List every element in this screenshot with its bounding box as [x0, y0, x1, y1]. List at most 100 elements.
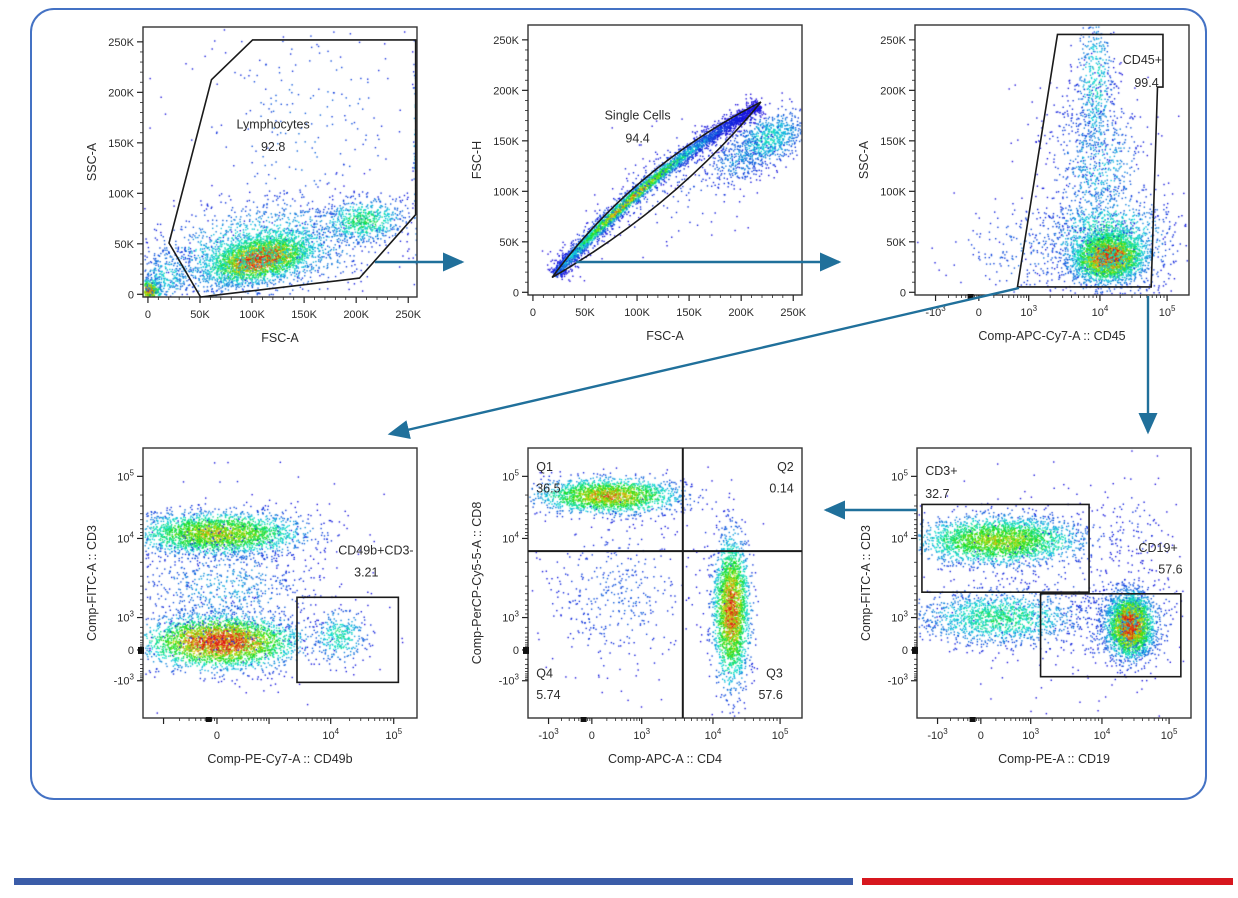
- x-tick-label: 104: [322, 727, 339, 742]
- x-tick-label: 250K: [780, 307, 806, 319]
- plot-cd45-frame: [914, 24, 1190, 296]
- plot-lymphocytes-frame: [142, 26, 418, 298]
- gate-percent: 3.21: [354, 565, 378, 579]
- y-tick-label: -103: [499, 673, 520, 688]
- x-tick-label: 105: [1161, 727, 1178, 742]
- x-tick-label: -103: [925, 304, 946, 319]
- gate-percent: 92.8: [261, 140, 285, 154]
- plot-cd19-frame: [916, 447, 1192, 719]
- gate-percent: 94.4: [625, 131, 649, 145]
- quadrant-label: Q1: [536, 460, 553, 474]
- x-tick-label: 104: [705, 727, 722, 742]
- plot-cd49b-frame: [142, 447, 418, 719]
- y-tick-label: 0: [513, 645, 519, 657]
- x-axis-title: Comp-APC-Cy7-A :: CD45: [978, 329, 1125, 343]
- x-tick-label: 0: [589, 730, 595, 742]
- x-axis-title: FSC-A: [261, 331, 299, 345]
- gate-label: CD45+: [1123, 53, 1162, 67]
- x-tick-label: 150K: [291, 309, 317, 321]
- y-axis-title: Comp-PerCP-Cy5-5-A :: CD8: [470, 502, 484, 665]
- y-tick-label: 0: [513, 287, 519, 299]
- y-axis-title: FSC-H: [470, 141, 484, 179]
- gate-label: CD19+: [1138, 541, 1177, 555]
- axis-pileup-marker: [205, 717, 212, 722]
- axis-pileup-marker: [967, 294, 974, 299]
- plot-cd4-cd8-frame: [527, 447, 803, 719]
- gate-percent: 99.4: [1134, 76, 1158, 90]
- plot-lymphocytes-points: [143, 27, 417, 297]
- y-tick-label: 0: [902, 645, 908, 657]
- axis-pileup-marker: [969, 717, 976, 722]
- x-tick-label: 0: [214, 730, 220, 742]
- gate-CD3-: [921, 503, 1090, 593]
- x-tick-label: -103: [927, 727, 948, 742]
- plot-cd4-cd8-points: [528, 448, 802, 718]
- gate-label: Lymphocytes: [237, 117, 310, 131]
- gate-Lymphocytes: [168, 39, 417, 298]
- y-tick-label: 250K: [108, 37, 134, 49]
- y-tick-label: 0: [128, 289, 134, 301]
- x-tick-label: 50K: [190, 309, 210, 321]
- x-tick-label: 100K: [239, 309, 265, 321]
- y-tick-label: 0: [128, 645, 134, 657]
- gate-label: CD3+: [925, 464, 957, 478]
- y-tick-label: 103: [891, 610, 908, 625]
- y-tick-label: 200K: [880, 85, 906, 97]
- plot-cd4-cd8: -103 0 103 104 105 105 104 103 0 -103 Comp-APC-A :…: [470, 447, 803, 766]
- x-tick-label: 150K: [676, 307, 702, 319]
- axis-pileup-marker: [138, 646, 144, 654]
- y-tick-label: 103: [117, 610, 134, 625]
- y-tick-label: 250K: [880, 35, 906, 47]
- x-axis-title: Comp-PE-Cy7-A :: CD49b: [207, 752, 352, 766]
- quadrant-percent: 5.74: [536, 688, 560, 702]
- x-tick-label: 200K: [343, 309, 369, 321]
- x-tick-label: 50K: [575, 307, 595, 319]
- gate-single-cells: [551, 101, 762, 279]
- y-axis-title: SSC-A: [85, 142, 99, 181]
- x-tick-label: 0: [978, 730, 984, 742]
- y-tick-label: 200K: [108, 87, 134, 99]
- x-axis-title: Comp-APC-A :: CD4: [608, 752, 722, 766]
- x-tick-label: 250K: [395, 309, 421, 321]
- quadrant-label: Q2: [777, 460, 794, 474]
- y-tick-label: 50K: [886, 237, 906, 249]
- y-axis-title: Comp-FITC-A :: CD3: [85, 525, 99, 641]
- y-tick-label: 50K: [114, 239, 134, 251]
- x-tick-label: 100K: [624, 307, 650, 319]
- y-tick-label: 103: [502, 610, 519, 625]
- y-tick-label: 100K: [108, 188, 134, 200]
- x-tick-label: 103: [633, 727, 650, 742]
- y-tick-label: 104: [502, 530, 519, 545]
- plot-cd45: -103 0 103 104 105 250K 200K 150K 100K 50K 0 Comp-A…: [857, 24, 1190, 343]
- footer-bar-red: [862, 878, 1233, 885]
- y-tick-label: 104: [891, 530, 908, 545]
- y-tick-label: 150K: [880, 136, 906, 148]
- x-tick-label: 0: [530, 307, 536, 319]
- gate-label: CD49b+CD3-: [338, 544, 413, 558]
- x-tick-label: 105: [1159, 304, 1176, 319]
- y-tick-label: 100K: [880, 186, 906, 198]
- x-tick-label: 105: [385, 727, 402, 742]
- quadrant-percent: 36.5: [536, 482, 560, 496]
- footer-bar-blue: [14, 878, 853, 885]
- plot-single-cells: 0 50K 100K 150K 200K 250K 250K 200K 150K 100K 50K 0…: [470, 24, 807, 343]
- gate-CD45-: [1016, 33, 1164, 288]
- x-tick-label: 0: [145, 309, 151, 321]
- quadrant-percent: 0.14: [769, 482, 793, 496]
- figure-border: [30, 8, 1207, 800]
- y-tick-label: 100K: [493, 186, 519, 198]
- y-tick-label: -103: [888, 673, 909, 688]
- x-tick-label: 104: [1094, 727, 1111, 742]
- y-tick-label: 150K: [493, 136, 519, 148]
- plot-cd49b-points: [143, 448, 417, 718]
- plot-cd19-points: [917, 448, 1191, 718]
- x-axis-title: FSC-A: [646, 329, 684, 343]
- axis-pileup-marker: [912, 646, 918, 654]
- x-tick-label: 105: [772, 727, 789, 742]
- gate-label: Single Cells: [605, 109, 671, 123]
- y-axis-title: SSC-A: [857, 140, 871, 179]
- x-tick-label: 200K: [728, 307, 754, 319]
